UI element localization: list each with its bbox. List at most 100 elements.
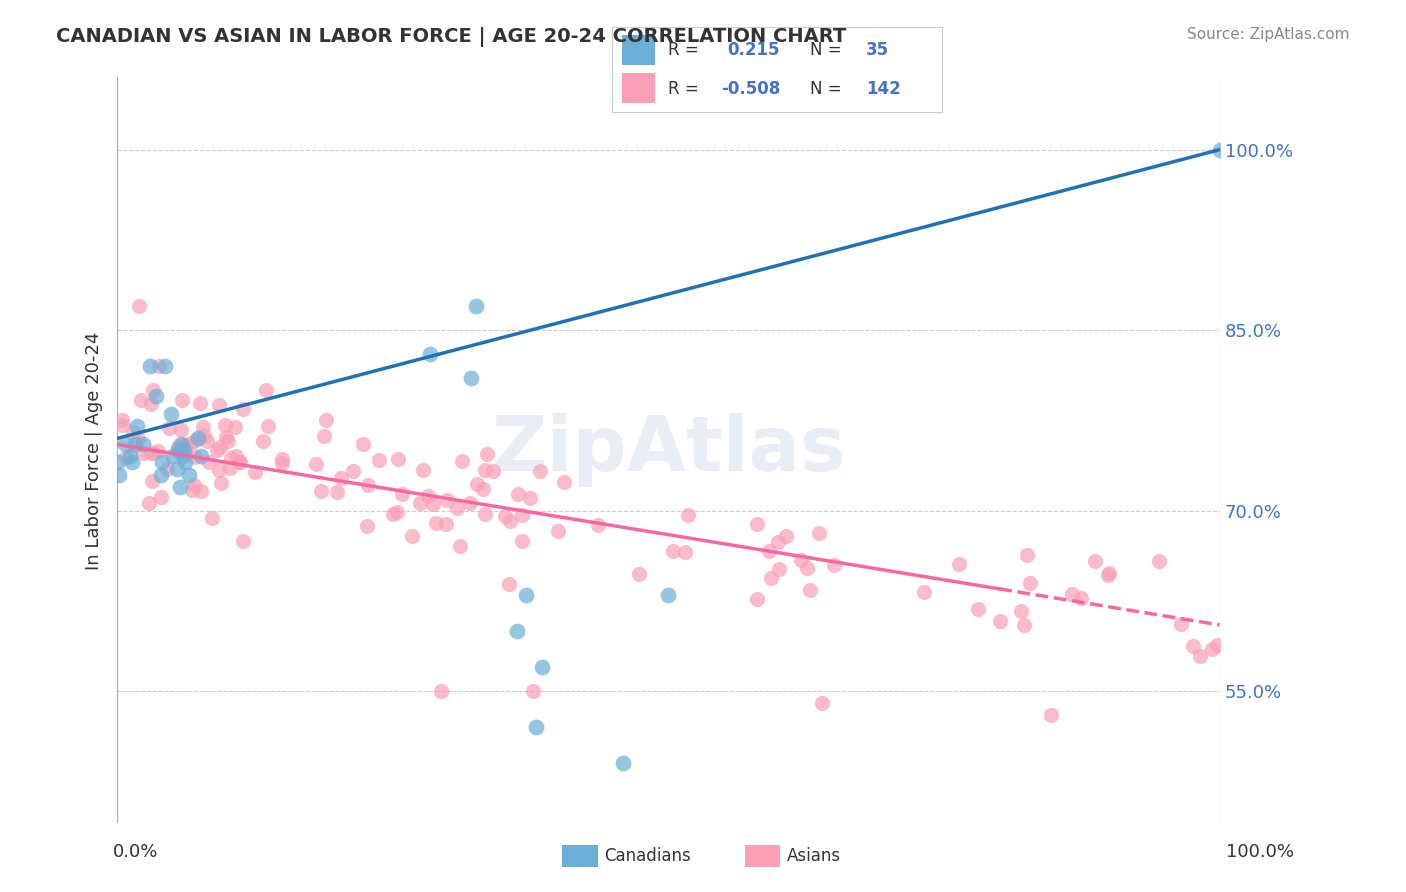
Point — [166, 443, 188, 458]
Point — [187, 432, 209, 446]
Point — [446, 501, 468, 516]
Point — [460, 371, 482, 385]
Point — [524, 720, 547, 734]
Point — [499, 514, 522, 528]
Point — [948, 558, 970, 572]
Text: -0.508: -0.508 — [721, 79, 780, 97]
Point — [228, 455, 250, 469]
Point — [356, 519, 378, 533]
Point — [149, 490, 172, 504]
Point — [387, 451, 409, 466]
Point — [467, 477, 489, 491]
Text: 142: 142 — [866, 79, 901, 97]
Point — [129, 392, 152, 407]
Point — [228, 455, 250, 469]
Point — [256, 418, 278, 433]
Point — [1018, 576, 1040, 591]
Point — [232, 533, 254, 548]
Y-axis label: In Labor Force | Age 20-24: In Labor Force | Age 20-24 — [86, 331, 103, 570]
Point — [430, 684, 453, 698]
Point — [510, 508, 533, 522]
Point — [184, 450, 207, 464]
Point — [967, 601, 990, 615]
Point — [169, 479, 191, 493]
Point — [215, 430, 238, 444]
Point — [145, 389, 167, 403]
Text: 0.215: 0.215 — [727, 42, 780, 60]
Point — [808, 525, 831, 540]
Point — [387, 504, 409, 518]
Point — [138, 496, 160, 510]
Point — [391, 487, 413, 501]
Point — [172, 450, 194, 464]
Point — [173, 443, 195, 458]
Text: CANADIAN VS ASIAN IN LABOR FORCE | AGE 20-24 CORRELATION CHART: CANADIAN VS ASIAN IN LABOR FORCE | AGE 2… — [56, 27, 846, 46]
Point — [172, 393, 194, 408]
Point — [139, 359, 162, 374]
Point — [519, 491, 541, 505]
Point — [382, 507, 405, 521]
Point — [823, 558, 845, 572]
Point — [419, 347, 441, 361]
Point — [174, 438, 197, 452]
Point — [1070, 591, 1092, 605]
Point — [1098, 566, 1121, 581]
Point — [132, 446, 155, 460]
Point — [790, 553, 813, 567]
Text: Source: ZipAtlas.com: Source: ZipAtlas.com — [1187, 27, 1350, 42]
Point — [1015, 548, 1038, 562]
Point — [153, 359, 176, 374]
Point — [450, 454, 472, 468]
Point — [498, 577, 520, 591]
Point — [172, 438, 194, 452]
Point — [108, 467, 131, 482]
Point — [1206, 638, 1229, 652]
Point — [180, 436, 202, 450]
Point — [150, 455, 173, 469]
Point — [208, 440, 231, 454]
Point — [132, 437, 155, 451]
Point — [418, 489, 440, 503]
Point — [494, 509, 516, 524]
Point — [148, 443, 170, 458]
Point — [141, 474, 163, 488]
Point — [195, 434, 218, 448]
Point — [510, 534, 533, 549]
Point — [662, 543, 685, 558]
Point — [115, 450, 138, 464]
Point — [436, 492, 458, 507]
Point — [342, 464, 364, 478]
Text: N =: N = — [810, 79, 841, 97]
Point — [111, 413, 134, 427]
Point — [1097, 568, 1119, 582]
Point — [224, 419, 246, 434]
Point — [796, 561, 818, 575]
Text: 100.0%: 100.0% — [1226, 843, 1294, 861]
Point — [529, 464, 551, 478]
Point — [326, 485, 349, 500]
Point — [747, 516, 769, 531]
Point — [434, 516, 457, 531]
Point — [422, 497, 444, 511]
Point — [170, 437, 193, 451]
Point — [315, 413, 337, 427]
Point — [1040, 708, 1063, 723]
Point — [197, 455, 219, 469]
Point — [218, 461, 240, 475]
Point — [477, 446, 499, 460]
Point — [676, 508, 699, 522]
Point — [271, 451, 294, 466]
Point — [128, 299, 150, 313]
Point — [193, 429, 215, 443]
Point — [759, 571, 782, 585]
Point — [460, 496, 482, 510]
Point — [167, 440, 190, 454]
Point — [1209, 143, 1232, 157]
Text: 0.0%: 0.0% — [112, 843, 157, 861]
Point — [401, 529, 423, 543]
Point — [464, 299, 486, 313]
Point — [1060, 587, 1083, 601]
Point — [208, 463, 231, 477]
Text: R =: R = — [668, 42, 699, 60]
Point — [186, 433, 208, 447]
